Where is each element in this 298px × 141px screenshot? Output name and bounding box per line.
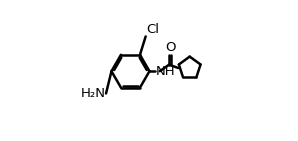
Text: Cl: Cl: [147, 23, 159, 36]
Text: H₂N: H₂N: [80, 87, 105, 100]
Text: O: O: [165, 41, 176, 54]
Text: NH: NH: [156, 65, 176, 78]
